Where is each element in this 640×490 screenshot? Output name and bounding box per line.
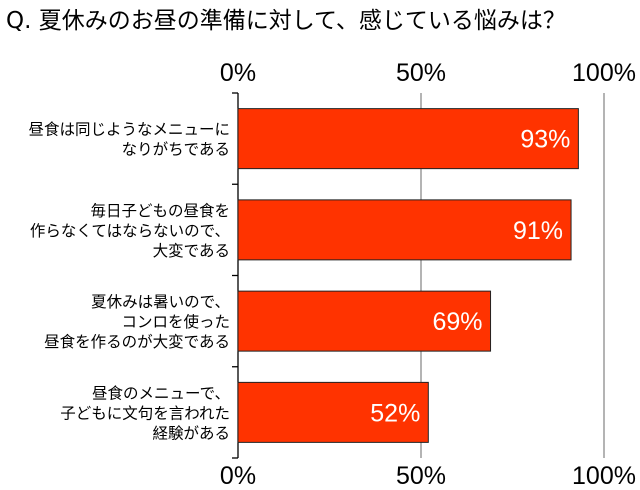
- chart-title: Q. 夏休みのお昼の準備に対して、感じている悩みは？: [6, 8, 566, 34]
- category-label: 昼食のメニューで、子どもに文句を言われた経験がある: [60, 384, 230, 442]
- x-tick-label-bottom: 0%: [220, 462, 256, 490]
- category-label-line: 昼食を作るのが大変である: [44, 333, 230, 351]
- category-label-line: 昼食は同じようなメニューに: [28, 121, 230, 139]
- bar: [237, 108, 579, 170]
- category-label: 昼食は同じようなメニューになりがちである: [28, 121, 230, 159]
- category-label-line: 経験がある: [152, 424, 230, 442]
- bar-value-label: 52%: [370, 399, 420, 427]
- category-label-line: 子どもに文句を言われた: [60, 404, 230, 422]
- category-label-line: 大変である: [153, 242, 230, 260]
- category-label-line: 昼食のメニューで、: [92, 384, 230, 402]
- bar: [237, 199, 572, 261]
- category-label-line: 作らなくてはならないので、: [30, 222, 230, 240]
- bar: [237, 381, 429, 443]
- category-label: 毎日子どもの昼食を作らなくてはならないので、大変である: [30, 202, 230, 260]
- x-tick-label-top: 0%: [220, 59, 256, 87]
- x-tick-label-top: 100%: [572, 59, 636, 87]
- category-label-line: コンロを使った: [121, 313, 230, 331]
- bar: [237, 290, 492, 352]
- category-label-line: 毎日子どもの昼食を: [90, 202, 230, 220]
- category-label: 夏休みは暑いので、コンロを使った昼食を作るのが大変である: [44, 293, 230, 351]
- x-tick-label-bottom: 50%: [396, 462, 446, 490]
- category-label-line: なりがちである: [122, 141, 230, 159]
- bar-value-label: 91%: [513, 217, 563, 245]
- x-tick-label-bottom: 100%: [572, 462, 636, 490]
- x-tick-label-top: 50%: [396, 59, 446, 87]
- bar-value-label: 69%: [432, 308, 482, 336]
- bar-value-label: 93%: [520, 126, 570, 154]
- category-label-line: 夏休みは暑いので、: [91, 293, 230, 311]
